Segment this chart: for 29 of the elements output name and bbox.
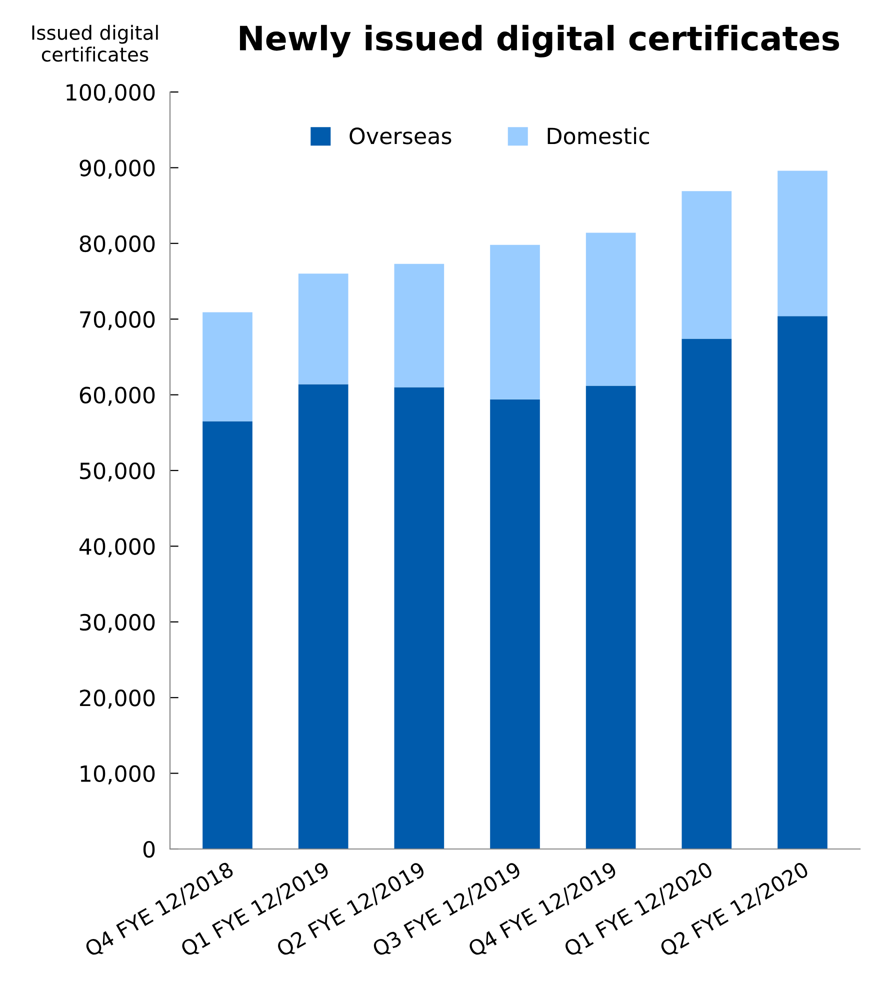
legend-label: Domestic	[548, 127, 649, 144]
bar	[202, 421, 252, 849]
bar	[682, 338, 732, 849]
y-axis-title: Issued digital certificates	[32, 24, 158, 62]
y-tick-label: 10,000	[80, 765, 155, 784]
y-tick-label: 90,000	[80, 160, 155, 179]
bar	[490, 399, 540, 849]
legend-label: Overseas	[350, 128, 452, 144]
y-tick-label: 0	[143, 840, 155, 858]
bar	[490, 244, 540, 400]
bar	[586, 386, 636, 849]
y-tick-label: 80,000	[80, 235, 155, 254]
bar	[298, 274, 348, 384]
bar	[298, 384, 348, 849]
bar	[394, 387, 444, 849]
bar	[394, 264, 444, 388]
bar	[778, 316, 828, 849]
y-tick-label: 40,000	[79, 538, 155, 558]
y-tick-label: 70,000	[80, 311, 155, 330]
y-tick-label: 30,000	[80, 614, 155, 633]
y-tick-label: 60,000	[80, 386, 155, 406]
bar	[682, 191, 732, 339]
bar	[778, 170, 828, 316]
chart-title: Newly issued digital certificates	[240, 24, 840, 58]
bar	[202, 312, 252, 422]
y-tick-label: 50,000	[80, 462, 155, 482]
y-tick-label: 20,000	[80, 690, 155, 709]
bar	[586, 232, 636, 386]
y-tick-label: 100,000	[66, 84, 155, 104]
